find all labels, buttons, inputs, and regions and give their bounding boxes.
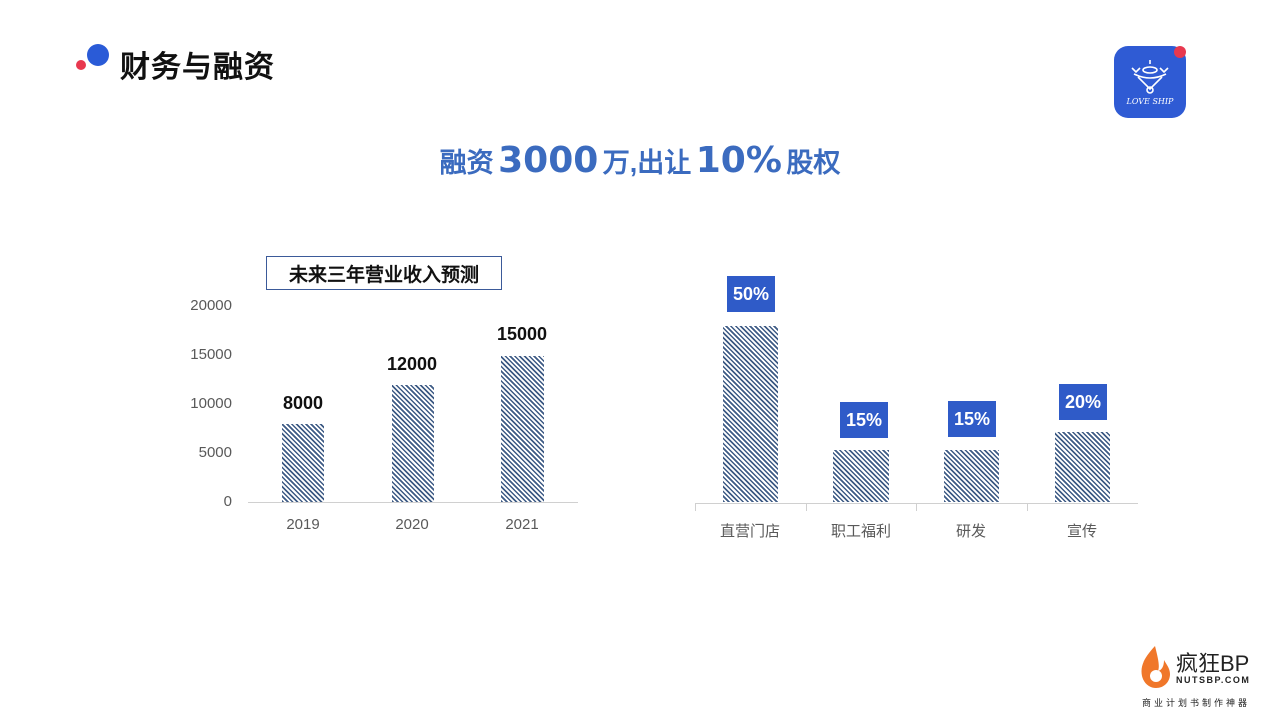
flame-icon [1141, 646, 1170, 688]
page-title: 财务与融资 [120, 51, 275, 84]
data-label: 12000 [386, 354, 438, 374]
x-label: 2019 [286, 516, 320, 533]
red-dot-icon [76, 60, 86, 70]
company-logo: LOVE SHIP [1114, 46, 1186, 118]
chart-title: 未来三年营业收入预测 [266, 256, 502, 290]
y-tick: 20000 [190, 297, 232, 314]
headline-part2: 万,出让 [602, 148, 692, 178]
brand-url: NUTSBP.COM [1176, 675, 1251, 685]
bar-promotion [1055, 432, 1110, 502]
axis-tick [695, 503, 696, 511]
bar-2019 [282, 424, 324, 502]
x-label: 职工福利 [830, 523, 891, 540]
headline-part3: 股权 [786, 148, 841, 178]
ship-icon [1131, 60, 1169, 94]
headline-amount: 3000 [498, 140, 599, 181]
axis-tick [806, 503, 807, 511]
pct-badge: 20% [1059, 384, 1107, 420]
x-label: 研发 [955, 523, 986, 540]
data-label: 8000 [282, 393, 324, 413]
bar-stores [723, 326, 778, 502]
blue-dot-icon [87, 44, 109, 66]
bar-welfare [833, 450, 889, 502]
pct-badge: 15% [840, 402, 888, 438]
bar-2021 [501, 356, 544, 502]
brand-name: 疯狂BP [1176, 651, 1250, 676]
brand-watermark: 疯狂BP NUTSBP.COM 商业计划书制作神器 [1138, 642, 1268, 714]
x-label: 直营门店 [719, 523, 780, 540]
x-label: 宣传 [1066, 523, 1097, 540]
y-tick: 5000 [198, 444, 232, 461]
pct-badge: 15% [948, 401, 996, 437]
x-label: 2021 [505, 516, 539, 533]
bar-rnd [944, 450, 999, 502]
x-label: 2020 [395, 516, 429, 533]
pct-badge: 50% [727, 276, 775, 312]
axis-tick [1027, 503, 1028, 511]
y-tick: 15000 [190, 346, 232, 363]
bar-2020 [392, 385, 434, 502]
financing-headline: 融资 3000 万,出让 10% 股权 [0, 140, 1280, 181]
headline-equity: 10% [695, 140, 782, 181]
logo-text: LOVE SHIP [1126, 97, 1174, 106]
logo-red-dot-icon [1174, 46, 1186, 58]
y-tick: 10000 [190, 395, 232, 412]
brand-slogan: 商业计划书制作神器 [1142, 698, 1251, 708]
headline-part1: 融资 [439, 148, 494, 178]
x-axis [248, 502, 578, 503]
data-label: 15000 [496, 324, 548, 344]
y-tick: 0 [223, 493, 232, 510]
axis-tick [916, 503, 917, 511]
